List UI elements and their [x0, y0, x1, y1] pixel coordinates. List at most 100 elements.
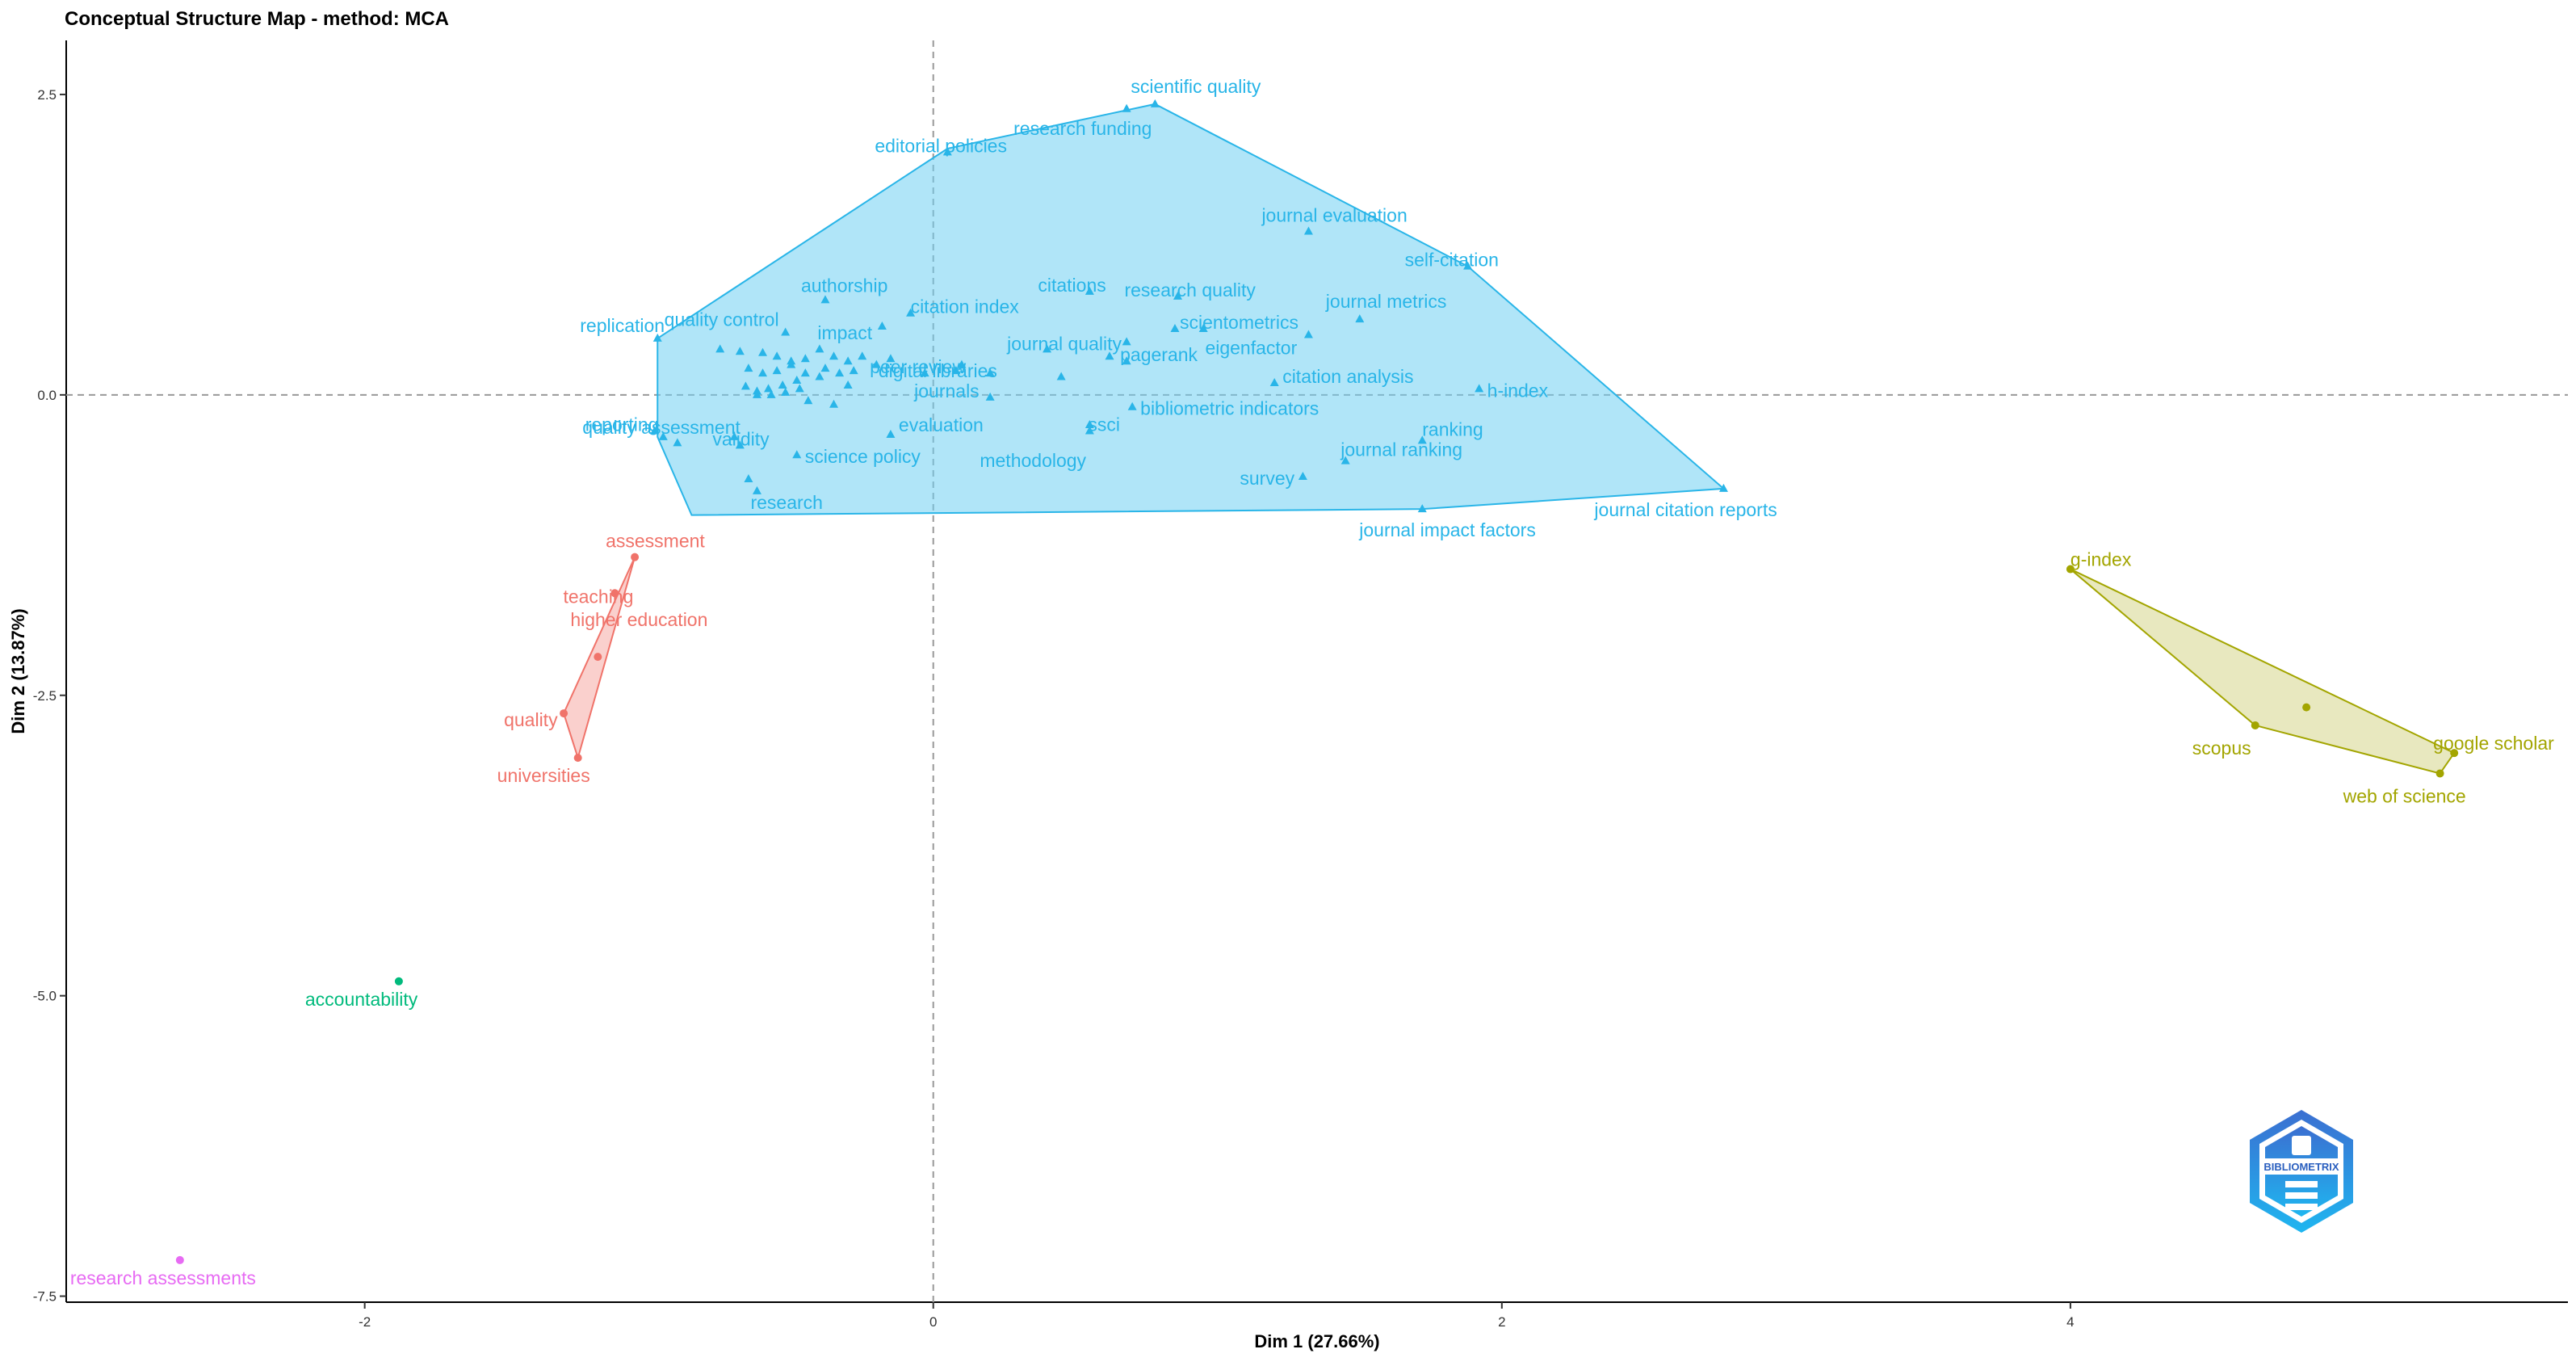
- data-point: [394, 977, 403, 986]
- point-label: science policy: [805, 446, 921, 467]
- y-tick-label: -2.5: [33, 688, 57, 704]
- point-label: bibliometric indicators: [1140, 398, 1319, 419]
- point-label: validity: [712, 428, 770, 449]
- data-point: [1269, 377, 1279, 386]
- data-point: [1417, 504, 1427, 513]
- data-point: [735, 347, 745, 355]
- point-label: journals: [913, 380, 980, 401]
- data-point: [951, 366, 961, 375]
- data-point: [758, 347, 768, 356]
- point-label: eigenfactor: [1205, 337, 1297, 358]
- data-point: [871, 359, 881, 368]
- data-point: [1303, 330, 1313, 338]
- point-label: scientific quality: [1131, 76, 1261, 97]
- data-point: [835, 368, 845, 377]
- data-point: [985, 368, 995, 377]
- x-tick-label: -2: [359, 1314, 371, 1330]
- data-point: [1105, 351, 1114, 360]
- point-label: reporting: [585, 414, 659, 435]
- data-point: [1043, 344, 1052, 353]
- data-point: [650, 426, 660, 435]
- point-label: journal quality: [1006, 333, 1122, 354]
- point-labels: scientific quality research funding editor…: [70, 76, 2554, 1288]
- data-point: [1056, 372, 1066, 380]
- data-point: [1475, 384, 1484, 393]
- data-point: [610, 589, 619, 598]
- data-point: [886, 354, 896, 363]
- data-point: [815, 344, 824, 353]
- point-label: digital libraries: [879, 360, 997, 381]
- y-tick-label: -7.5: [33, 1289, 57, 1305]
- data-point: [1122, 337, 1131, 346]
- data-point: [957, 359, 967, 368]
- data-point: [1085, 286, 1094, 295]
- data-point: [1198, 324, 1208, 333]
- data-point: [803, 396, 813, 405]
- data-point: [2302, 703, 2311, 712]
- data-point: [594, 653, 602, 662]
- data-point: [631, 553, 640, 561]
- point-label: research funding: [1013, 118, 1152, 139]
- data-point: [792, 450, 802, 459]
- point-label: peer review: [870, 356, 966, 377]
- data-point: [820, 364, 830, 372]
- data-point: [1340, 456, 1350, 464]
- data-point: [735, 440, 745, 449]
- x-axis-title: Dim 1 (27.66%): [1254, 1331, 1379, 1351]
- data-point: [843, 356, 853, 365]
- data-point: [573, 754, 582, 763]
- point-label: self-citation: [1405, 250, 1499, 271]
- data-point: [920, 368, 929, 377]
- data-point: [815, 372, 824, 380]
- data-point: [2435, 769, 2444, 778]
- data-point: [1127, 401, 1137, 410]
- y-axis-title: Dim 2 (13.87%): [8, 608, 28, 733]
- point-label: journal evaluation: [1261, 205, 1407, 226]
- point-label: quality assessment: [582, 417, 740, 438]
- data-point: [886, 429, 896, 438]
- point-label: web of science: [2343, 785, 2466, 806]
- data-point: [781, 327, 791, 336]
- point-label: journal ranking: [1340, 439, 1462, 460]
- data-point: [800, 368, 810, 377]
- data-point: [2450, 749, 2459, 758]
- x-tick-label: 0: [929, 1314, 937, 1330]
- point-label: evaluation: [899, 414, 984, 435]
- logo-text: BIBLIOMETRIX: [2263, 1161, 2339, 1173]
- data-point: [792, 375, 802, 384]
- data-point: [744, 473, 753, 482]
- point-label: assessment: [606, 531, 705, 552]
- point-label: quality: [504, 709, 558, 730]
- point-label: authorship: [801, 275, 887, 296]
- data-point: [1085, 426, 1094, 435]
- data-point: [942, 147, 952, 156]
- data-point: [772, 351, 782, 360]
- point-label: journal citation reports: [1593, 499, 1777, 520]
- point-label: research assessments: [70, 1267, 256, 1288]
- data-point: [829, 351, 839, 360]
- data-point: [715, 344, 725, 353]
- data-point: [766, 389, 776, 398]
- point-label: h-index: [1487, 380, 1549, 401]
- point-label: research quality: [1124, 280, 1256, 301]
- point-label: impact: [817, 322, 872, 343]
- data-point: [673, 438, 682, 447]
- y-tick-label: 2.5: [37, 87, 57, 103]
- point-label: citations: [1038, 275, 1105, 296]
- point-label: citation index: [911, 296, 1020, 317]
- data-point: [1303, 226, 1313, 235]
- point-label: google scholar: [2433, 733, 2554, 754]
- data-point: [778, 380, 787, 389]
- point-label: ssci: [1088, 414, 1120, 435]
- data-point: [758, 368, 768, 377]
- y-tick-label: -5.0: [33, 989, 57, 1004]
- point-label: replication: [580, 315, 665, 336]
- point-label: higher education: [570, 609, 707, 630]
- data-point: [764, 384, 774, 393]
- data-point: [740, 381, 750, 390]
- point-label: methodology: [980, 450, 1086, 471]
- data-point: [1085, 420, 1094, 429]
- point-label: pagerank: [1120, 344, 1198, 365]
- point-label: scientometrics: [1180, 312, 1298, 333]
- data-point: [820, 295, 830, 304]
